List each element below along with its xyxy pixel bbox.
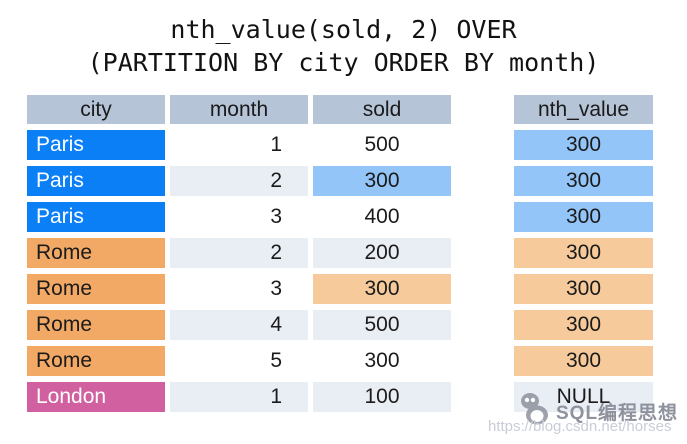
nth-value-cell: 300 bbox=[514, 130, 653, 160]
nth-value-cell: 300 bbox=[514, 238, 653, 268]
sold-cell: 400 bbox=[313, 202, 451, 232]
watermark-url: https://blog.csdn.net/horses bbox=[488, 418, 672, 435]
city-cell: Paris bbox=[27, 166, 165, 196]
title-line-2: (PARTITION BY city ORDER BY month) bbox=[87, 48, 600, 77]
city-cell: Rome bbox=[27, 346, 165, 376]
city-cell: Rome bbox=[27, 274, 165, 304]
sold-cell-highlighted: 300 bbox=[313, 166, 451, 196]
city-column: city Paris Paris Paris Rome Rome Rome Ro… bbox=[27, 95, 165, 412]
sold-cell-highlighted: 300 bbox=[313, 274, 451, 304]
city-header: city bbox=[27, 95, 165, 124]
title-line-1: nth_value(sold, 2) OVER bbox=[170, 15, 517, 44]
nth-value-cell: 300 bbox=[514, 274, 653, 304]
sold-header: sold bbox=[313, 95, 451, 124]
nth-value-cell: 300 bbox=[514, 166, 653, 196]
month-cell: 3 bbox=[170, 274, 308, 304]
city-cell: Rome bbox=[27, 310, 165, 340]
nth-value-cell: 300 bbox=[514, 310, 653, 340]
sold-cell: 500 bbox=[313, 130, 451, 160]
nth-value-column: nth_value 300 300 300 300 300 300 300 NU… bbox=[514, 95, 653, 412]
month-cell: 2 bbox=[170, 166, 308, 196]
sold-cell: 300 bbox=[313, 346, 451, 376]
month-cell: 2 bbox=[170, 238, 308, 268]
nth-value-cell: 300 bbox=[514, 202, 653, 232]
sold-cell: 200 bbox=[313, 238, 451, 268]
nth-value-header: nth_value bbox=[514, 95, 653, 124]
city-cell: London bbox=[27, 382, 165, 412]
sold-cell: 100 bbox=[313, 382, 451, 412]
month-cell: 5 bbox=[170, 346, 308, 376]
sql-expression-title: nth_value(sold, 2) OVER (PARTITION BY cit… bbox=[0, 13, 687, 79]
nth-value-cell: 300 bbox=[514, 346, 653, 376]
month-cell: 1 bbox=[170, 382, 308, 412]
month-cell: 1 bbox=[170, 130, 308, 160]
sold-column: sold 500 300 400 200 300 500 300 100 bbox=[313, 95, 451, 412]
month-cell: 3 bbox=[170, 202, 308, 232]
month-column: month 1 2 3 2 3 4 5 1 bbox=[170, 95, 308, 412]
city-cell: Rome bbox=[27, 238, 165, 268]
city-cell: Paris bbox=[27, 130, 165, 160]
month-cell: 4 bbox=[170, 310, 308, 340]
sold-cell: 500 bbox=[313, 310, 451, 340]
qq-penguin-icon bbox=[518, 392, 554, 431]
city-cell: Paris bbox=[27, 202, 165, 232]
month-header: month bbox=[170, 95, 308, 124]
watermark-brand: SQL编程思想 bbox=[556, 403, 679, 424]
